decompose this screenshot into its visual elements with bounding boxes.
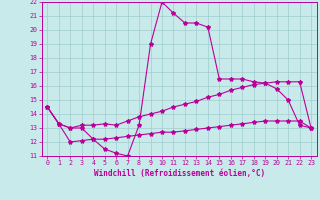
X-axis label: Windchill (Refroidissement éolien,°C): Windchill (Refroidissement éolien,°C) — [94, 169, 265, 178]
